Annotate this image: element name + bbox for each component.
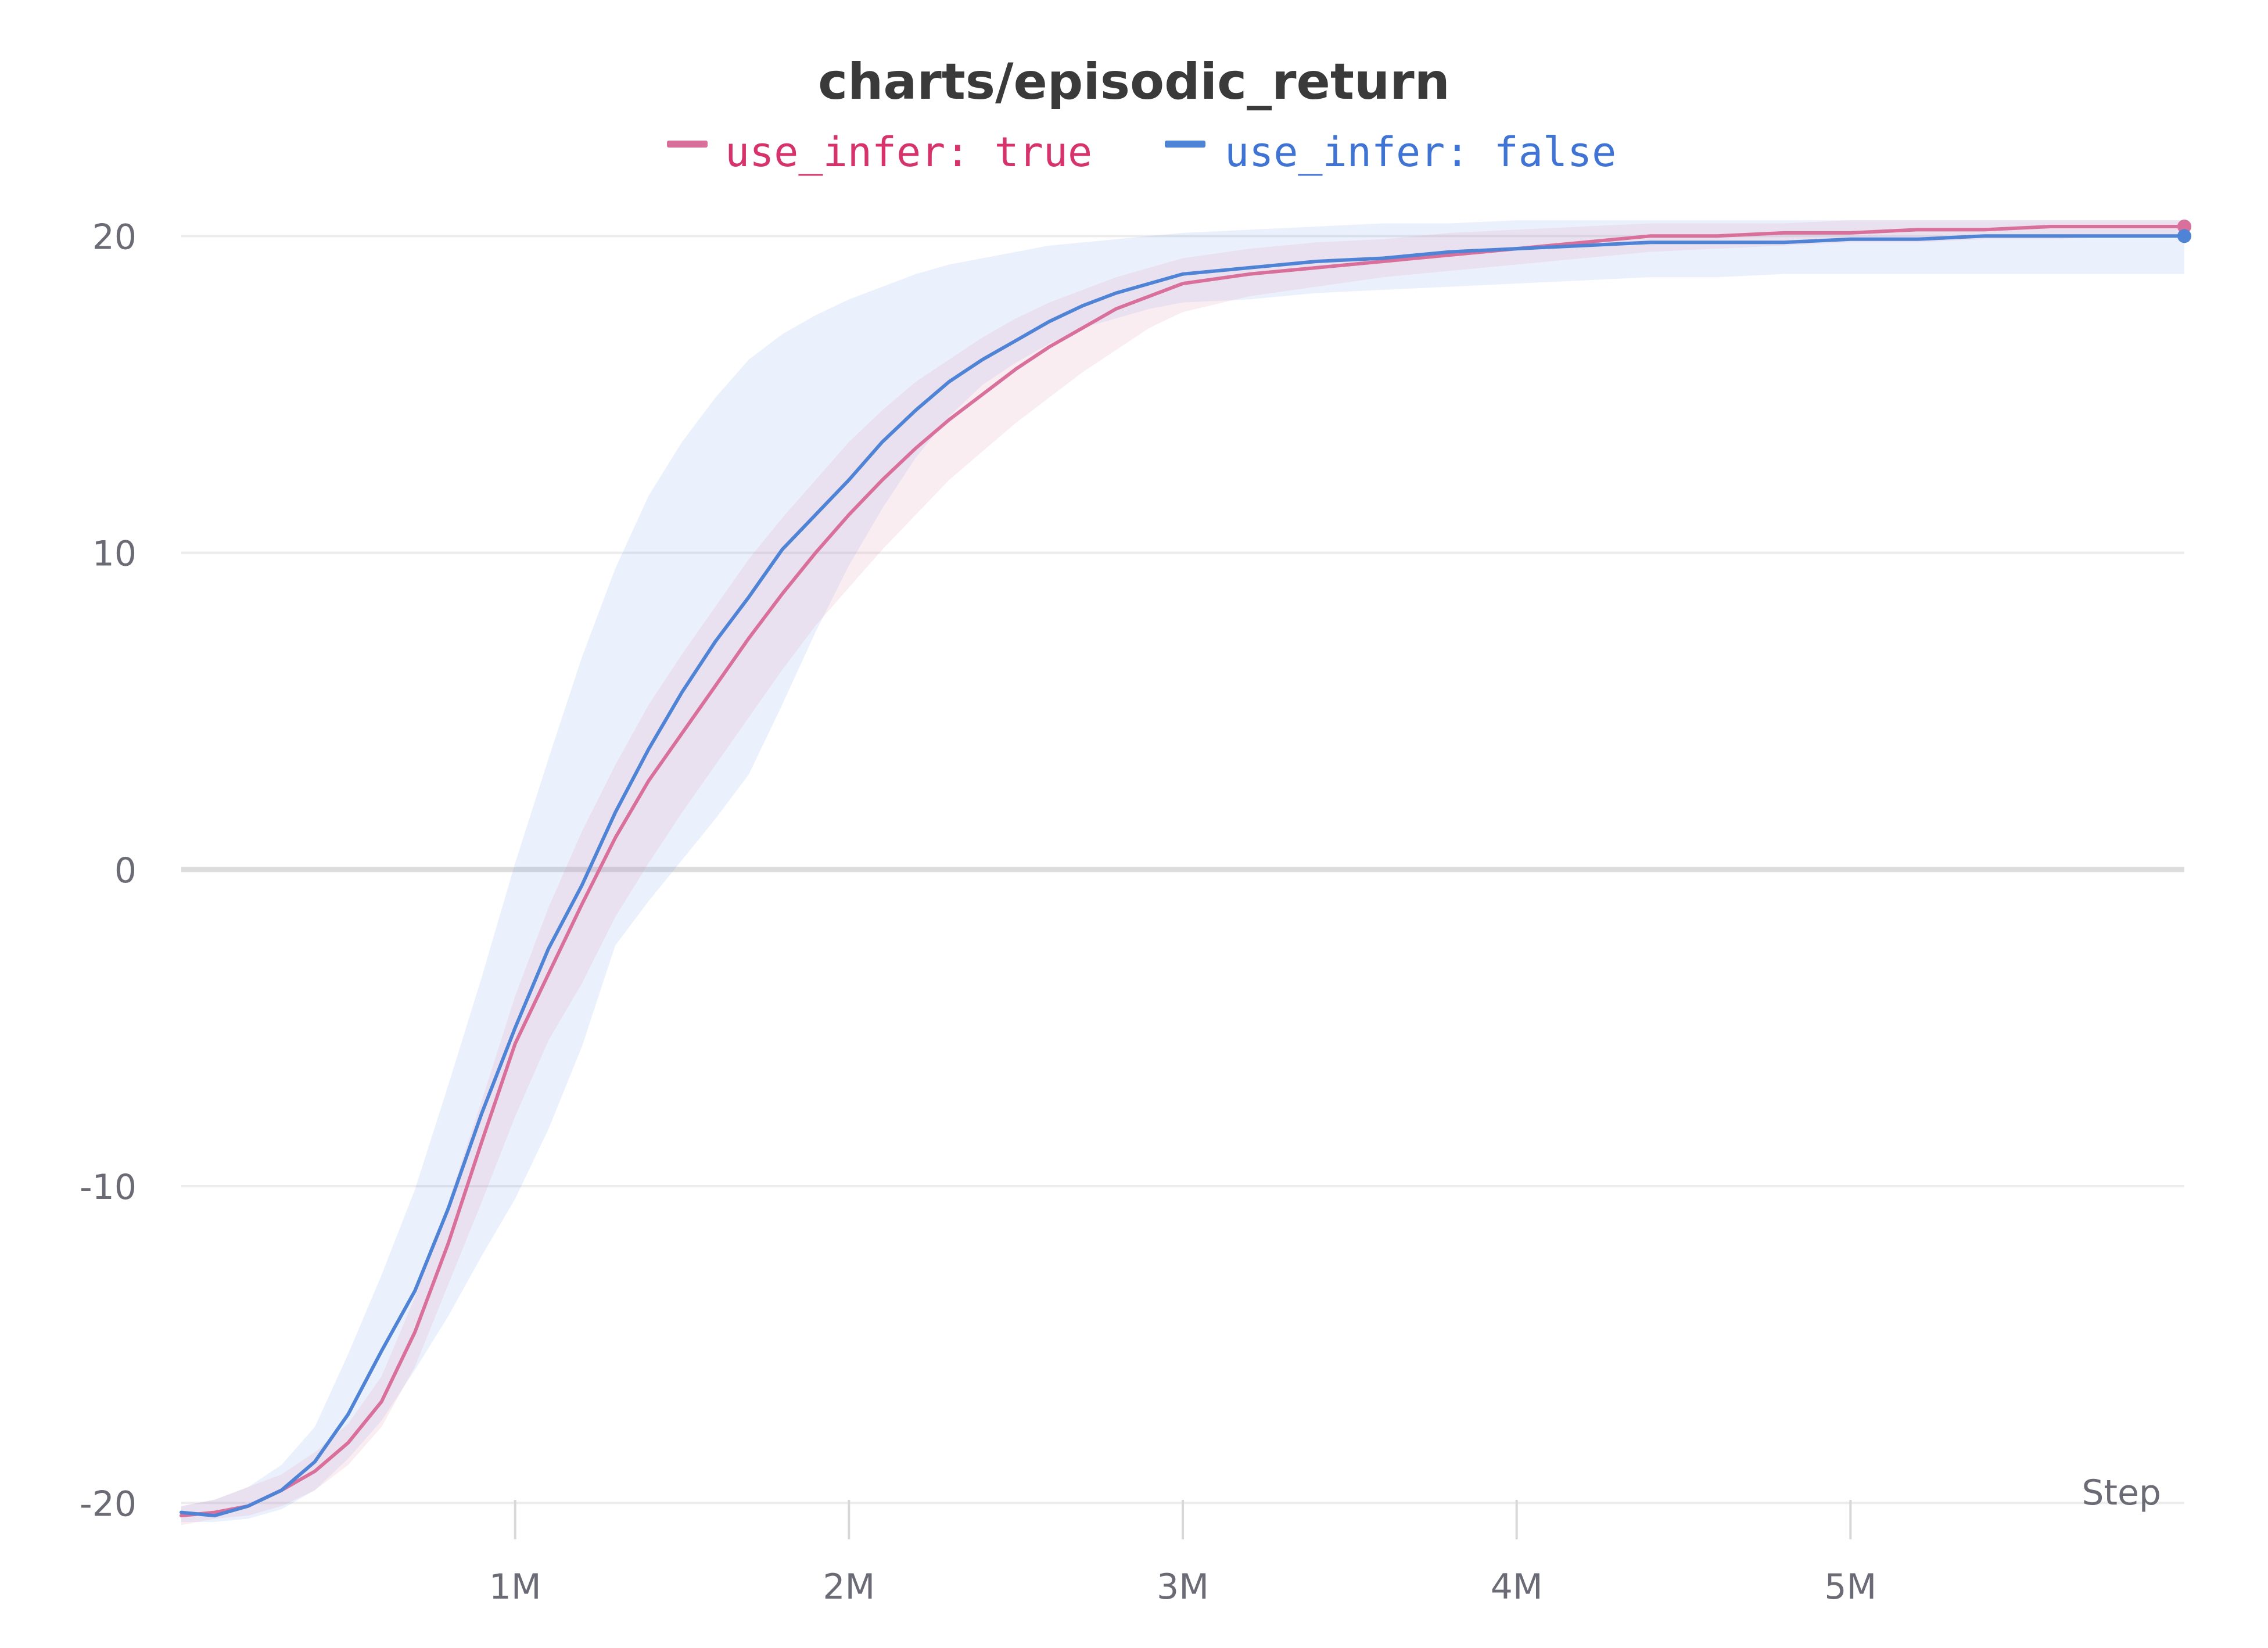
x-tick-label-5M: 5M xyxy=(1824,1567,1876,1607)
y-axis-ticks: 20 10 0 -10 -20 xyxy=(80,217,137,1524)
band-use-infer-false xyxy=(181,220,2184,1522)
legend-swatch-true xyxy=(667,141,708,148)
x-tick-label-3M: 3M xyxy=(1157,1567,1209,1607)
x-axis-ticks: 1M 2M 3M 4M 5M xyxy=(489,1500,1876,1607)
chart-title: charts/episodic_return xyxy=(818,53,1450,111)
legend-swatch-false xyxy=(1165,141,1205,148)
y-tick-label-0: 0 xyxy=(114,850,137,891)
y-tick-label--20: -20 xyxy=(80,1484,137,1524)
band-use-infer-true xyxy=(181,220,2184,1525)
y-tick-label--10: -10 xyxy=(80,1167,137,1208)
x-tick-label-2M: 2M xyxy=(823,1567,875,1607)
x-tick-label-1M: 1M xyxy=(489,1567,541,1607)
grid xyxy=(181,235,2184,1505)
line-use-infer-false xyxy=(180,234,2186,1518)
y-tick-label-20: 20 xyxy=(92,217,137,257)
x-axis-label: Step xyxy=(2082,1473,2161,1513)
line-use-infer-true xyxy=(180,225,2186,1518)
end-point-use-infer-false xyxy=(2177,229,2191,243)
confidence-bands xyxy=(181,220,2184,1525)
x-tick-label-4M: 4M xyxy=(1491,1567,1543,1607)
legend: use_infer: true use_infer: false xyxy=(667,128,1616,176)
legend-label-false: use_infer: false xyxy=(1225,128,1616,176)
y-tick-label-10: 10 xyxy=(92,534,137,575)
legend-label-true: use_infer: true xyxy=(725,128,1092,176)
series-lines xyxy=(180,219,2191,1518)
